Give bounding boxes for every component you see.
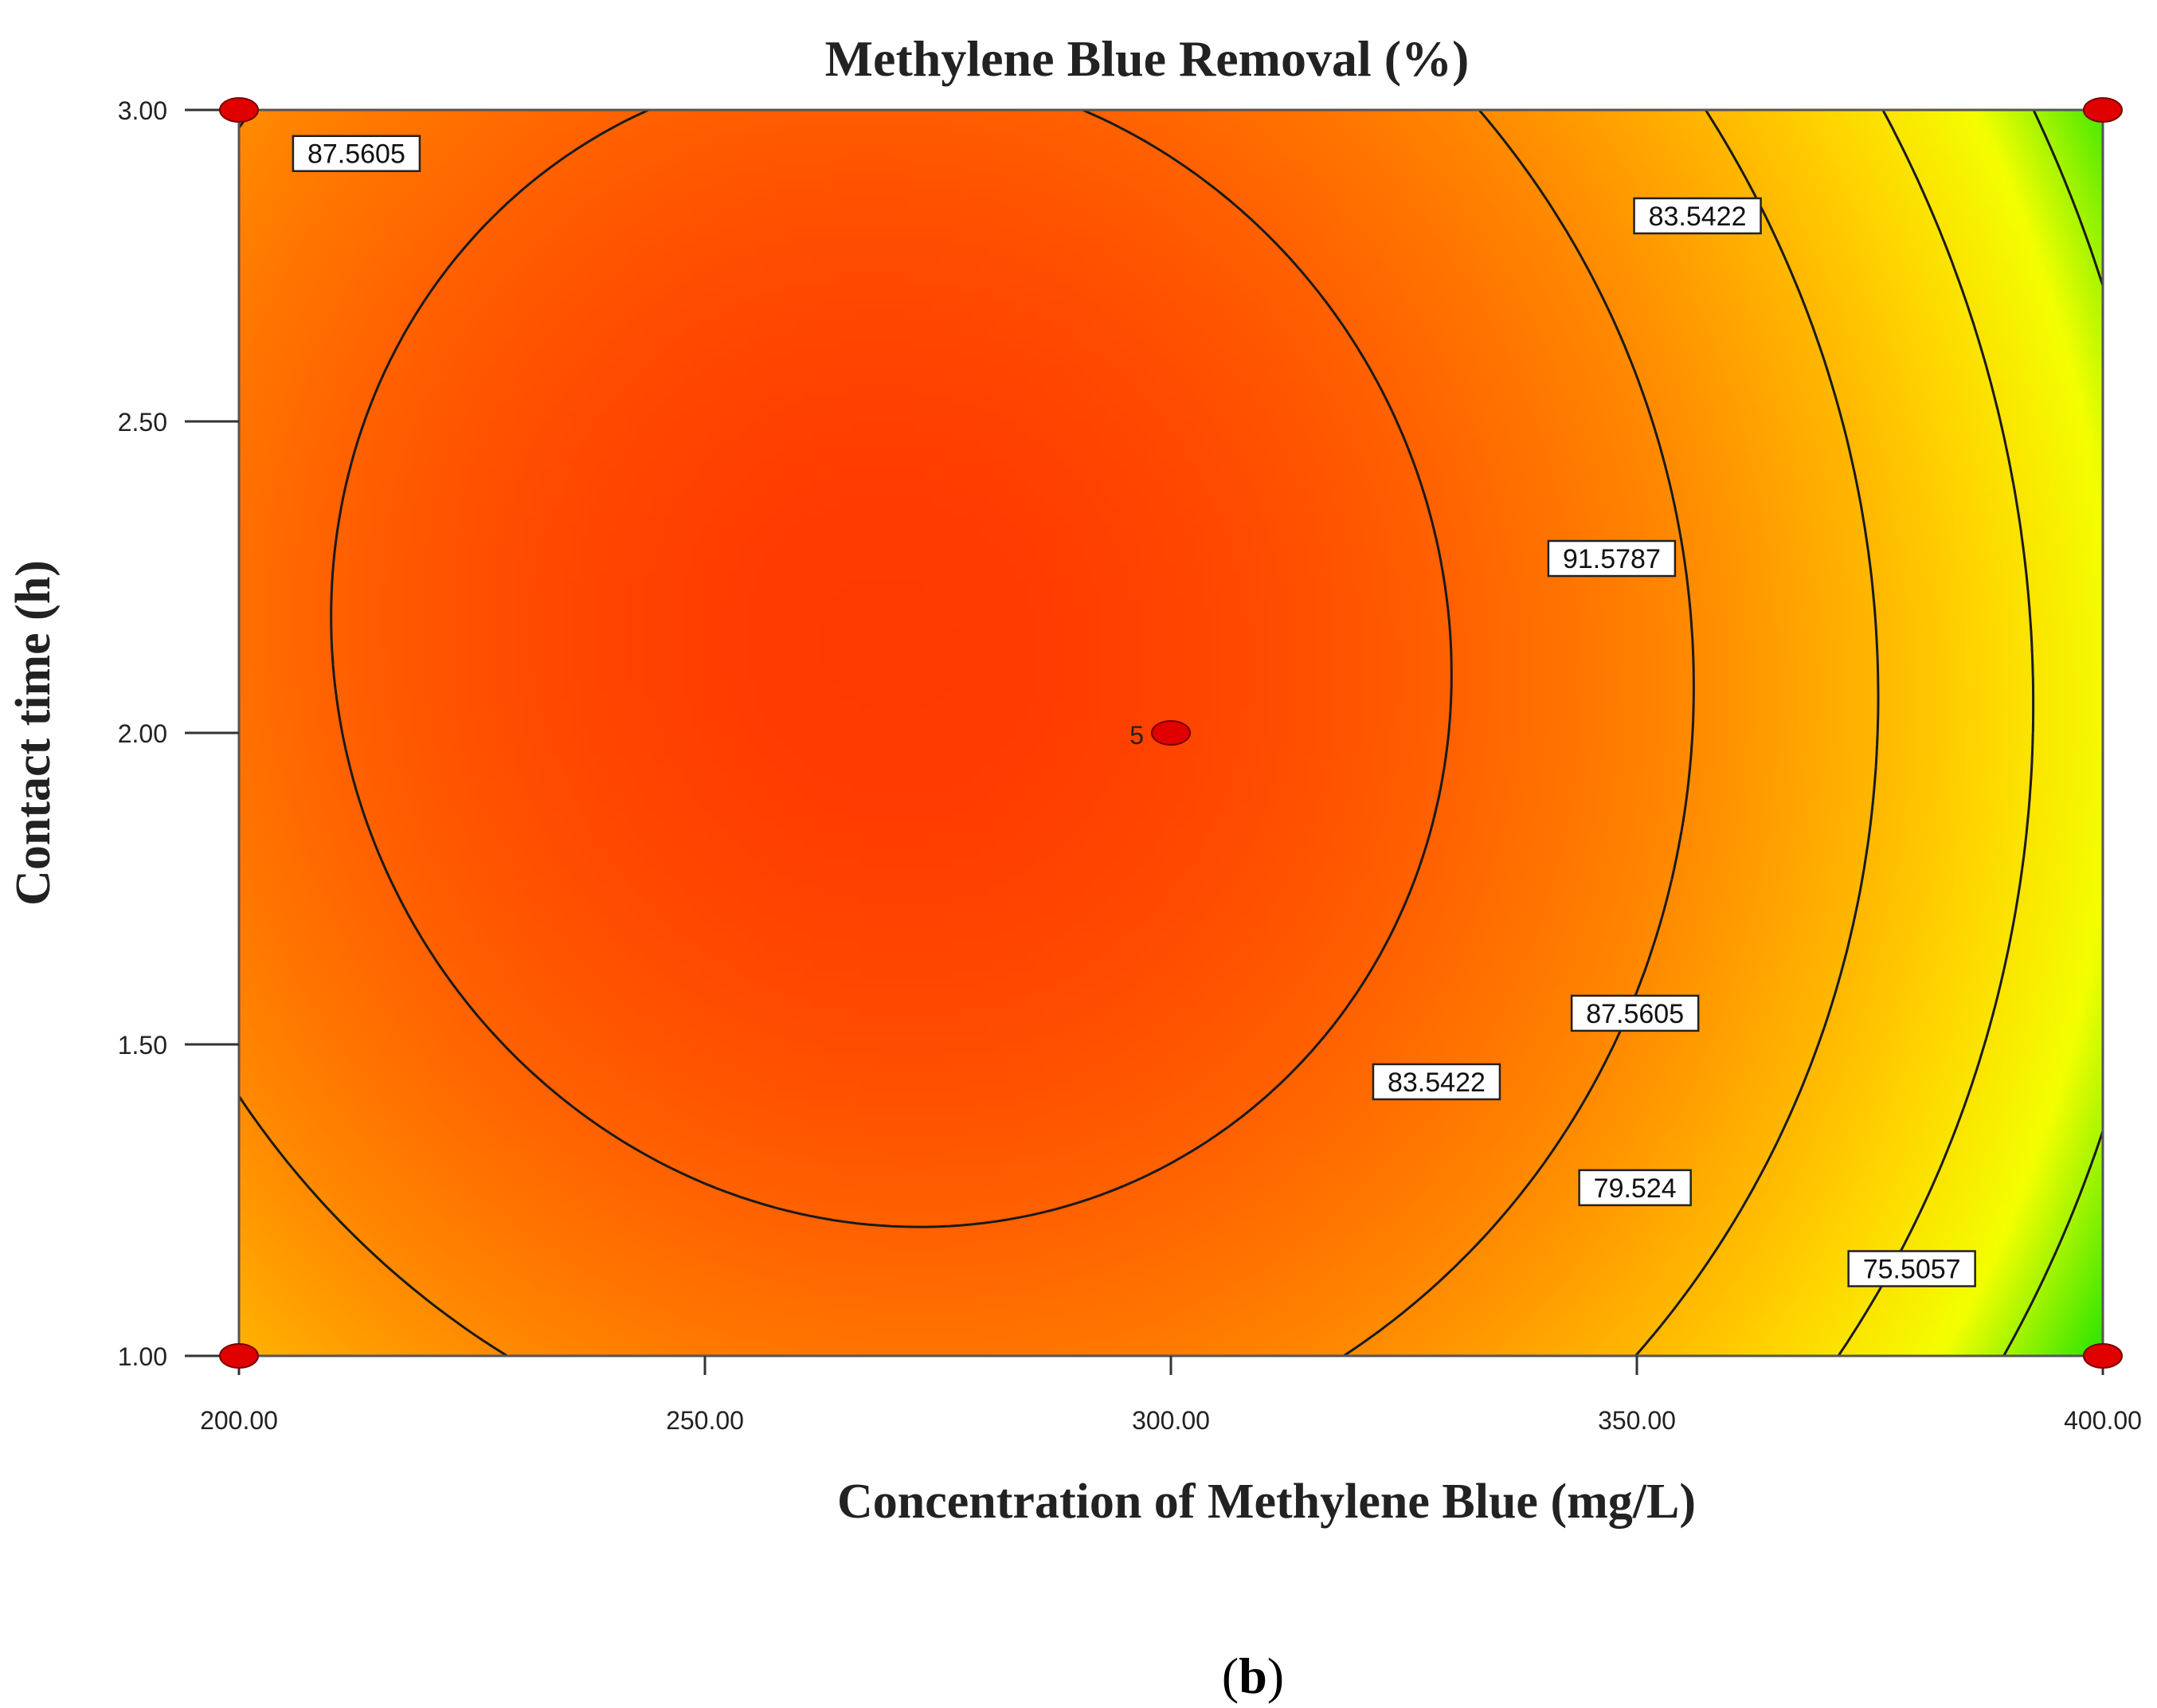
contour-label-box xyxy=(1547,539,1677,578)
contour-label-text: 83.5422 xyxy=(1388,1068,1486,1098)
contour-lines xyxy=(239,110,2103,1356)
contour-line-2 xyxy=(239,110,1695,1356)
y-tick-label: 2.00 xyxy=(118,719,167,748)
design-points: 5 xyxy=(219,97,2123,1369)
panel-label: (b) xyxy=(1222,1647,1284,1704)
contour-line-4 xyxy=(1837,110,2035,1356)
x-tick-label: 400.00 xyxy=(2064,1406,2142,1435)
contour-label-box xyxy=(1570,994,1700,1032)
contour-label-text: 83.5422 xyxy=(1649,202,1747,232)
contour-value-label: 91.5787 xyxy=(1547,539,1677,578)
contour-label-box xyxy=(1847,1250,1976,1287)
y-tick-label: 1.50 xyxy=(118,1031,167,1060)
design-point-count: 5 xyxy=(1129,721,1144,750)
contour-line-1 xyxy=(330,110,1453,1228)
x-axis-title: Concentration of Methylene Blue (mg/L) xyxy=(837,1475,1696,1529)
contour-value-label: 83.5422 xyxy=(1372,1063,1501,1101)
contour-value-label: 87.5605 xyxy=(1570,994,1700,1032)
contour-value-label: 75.5057 xyxy=(1847,1250,1976,1287)
contour-line-5 xyxy=(2002,110,2103,1356)
design-point xyxy=(1151,720,1191,746)
x-tick-label: 350.00 xyxy=(1598,1406,1676,1435)
y-axis-ticks: 1.00 1.50 2.00 2.50 3.00 xyxy=(118,96,239,1371)
contour-label-box xyxy=(292,135,421,172)
contour-label-group: 87.5605 83.5422 91.5787 87.5605 83.5422 79.52… xyxy=(292,135,1976,1287)
panel-label-letter: b xyxy=(1239,1647,1267,1704)
axes: 200.00 250.00 300.00 350.00 400.00 1.00 1.50 2… xyxy=(118,96,2142,1435)
contour-label-text: 87.5605 xyxy=(1586,999,1684,1029)
contour-value-label: 87.5605 xyxy=(292,135,421,172)
y-tick-label: 2.50 xyxy=(118,408,167,437)
panel-label-close: ) xyxy=(1267,1647,1284,1704)
contour-value-label: 83.5422 xyxy=(1633,197,1762,235)
contour-label-text: 87.5605 xyxy=(307,139,405,170)
design-point xyxy=(219,97,259,123)
design-point xyxy=(2083,97,2123,123)
x-tick-label: 300.00 xyxy=(1132,1406,1210,1435)
x-axis-ticks: 200.00 250.00 300.00 350.00 400.00 xyxy=(200,1356,2142,1435)
contour-value-label: 79.524 xyxy=(1578,1169,1692,1207)
contour-label-box xyxy=(1633,197,1762,235)
x-tick-label: 250.00 xyxy=(666,1406,744,1435)
contour-label-text: 79.524 xyxy=(1594,1173,1677,1204)
contour-label-box xyxy=(1372,1063,1501,1101)
panel-label-open: ( xyxy=(1222,1647,1239,1704)
chart-title: Methylene Blue Removal (%) xyxy=(825,30,1470,87)
contour-label-text: 91.5787 xyxy=(1563,544,1661,574)
y-tick-label: 3.00 xyxy=(118,96,167,125)
design-point xyxy=(219,1343,259,1369)
contour-label-text: 75.5057 xyxy=(1863,1255,1961,1285)
y-tick-label: 1.00 xyxy=(118,1342,167,1371)
y-axis-title: Contact time (h) xyxy=(6,560,61,906)
contour-label-box xyxy=(1578,1169,1692,1207)
x-tick-label: 200.00 xyxy=(200,1406,278,1435)
design-point xyxy=(2083,1343,2123,1369)
